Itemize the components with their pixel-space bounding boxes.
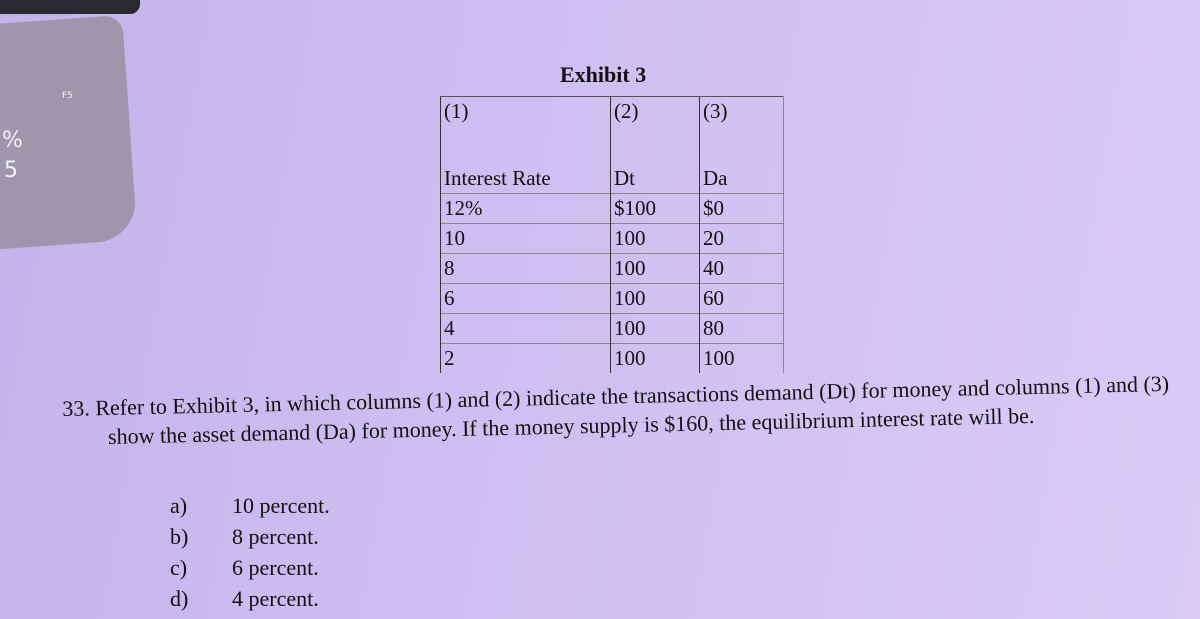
key-label: % [2, 128, 23, 153]
table-cell: $0 [699, 193, 784, 224]
table-cell: (1) [440, 96, 611, 137]
table-cell: 100 [610, 253, 700, 284]
table-cell: 100 [610, 283, 700, 314]
table-cell: 40 [699, 253, 784, 284]
option: d) 4 percent. [170, 583, 330, 614]
table-cell: $100 [610, 193, 700, 224]
table-cell: (2) [610, 96, 700, 137]
option-letter: c) [170, 555, 188, 580]
question-number: 33. [62, 395, 91, 421]
option-letter: b) [170, 524, 189, 549]
option: c) 6 percent. [170, 552, 330, 583]
table-cell: 8 [440, 253, 611, 284]
table-cell: Interest Rate [440, 137, 611, 194]
table-cell: 100 [610, 343, 700, 373]
table-cell: 10 [440, 223, 611, 254]
option-letter: d) [170, 586, 189, 611]
table-row: 10 100 20 [440, 223, 784, 254]
exhibit-title: Exhibit 3 [560, 62, 647, 87]
question-text: Refer to Exhibit 3, in which columns (1)… [95, 370, 1170, 449]
keyboard-edge [0, 0, 140, 14]
key-label: 5 [4, 158, 18, 183]
option-text: 10 percent. [232, 493, 330, 518]
table-cell: Dt [610, 137, 700, 194]
table-row: (1) (2) (3) [440, 96, 784, 137]
table-cell: 100 [699, 343, 784, 373]
table-cell: Da [699, 137, 784, 194]
option: a) 10 percent. [170, 490, 330, 521]
table-cell: 2 [440, 343, 611, 373]
table-row: 12% $100 $0 [440, 193, 784, 224]
table-cell: 60 [699, 283, 784, 314]
table-cell: 6 [440, 283, 611, 314]
options: a) 10 percent. b) 8 percent. c) 6 percent. d) 4… [170, 490, 330, 614]
table-cell: 100 [610, 223, 700, 254]
question: 33. Refer to Exhibit 3, in which columns… [62, 369, 1173, 452]
option-text: 8 percent. [232, 524, 319, 549]
option: b) 8 percent. [170, 521, 330, 552]
table-cell: 12% [440, 193, 611, 224]
table-cell: 20 [699, 223, 784, 254]
option-text: 4 percent. [232, 586, 319, 611]
table-row: 6 100 60 [440, 283, 784, 314]
table-cell: 4 [440, 313, 611, 344]
key-label: F5 [62, 91, 73, 101]
table-cell: 80 [699, 313, 784, 344]
table-cell: (3) [699, 96, 784, 137]
exhibit-table: (1) (2) (3) Interest Rate Dt Da 12% $100 $0 10 100… [440, 96, 784, 373]
table-row: 2 100 100 [440, 343, 784, 373]
table-row: Interest Rate Dt Da [440, 137, 784, 194]
table-row: 4 100 80 [440, 313, 784, 344]
table-cell: 100 [610, 313, 700, 344]
option-text: 6 percent. [232, 555, 319, 580]
option-letter: a) [170, 493, 188, 518]
table-row: 8 100 40 [440, 253, 784, 284]
